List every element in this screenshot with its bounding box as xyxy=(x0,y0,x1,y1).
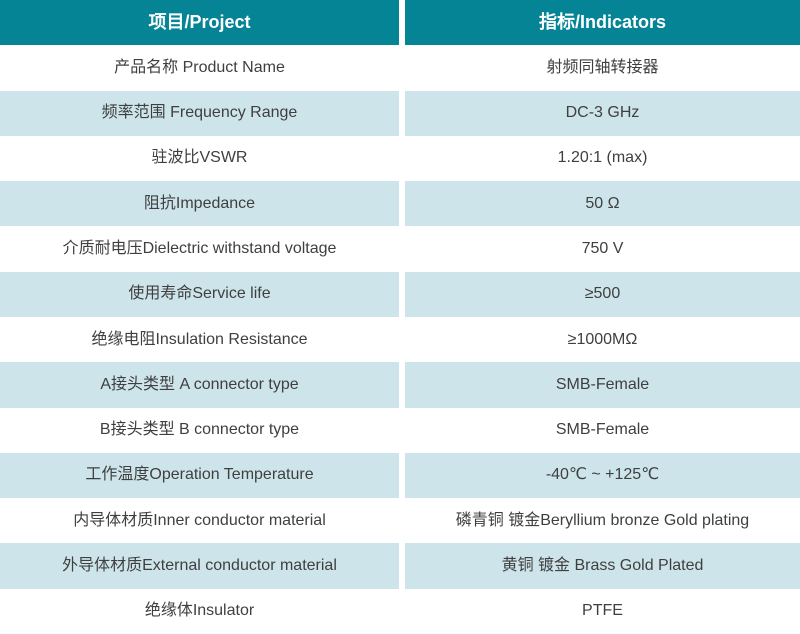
project-cell: 工作温度Operation Temperature xyxy=(0,452,399,499)
table-row-insulator: 绝缘体Insulator PTFE xyxy=(0,588,800,634)
table-row-service-life: 使用寿命Service life ≥500 xyxy=(0,271,800,317)
table-header-row: 项目/Project 指标/Indicators xyxy=(0,0,800,46)
header-project: 项目/Project xyxy=(0,0,399,46)
table-row-external-conductor-material: 外导体材质External conductor material 黄铜 镀金 B… xyxy=(0,543,800,589)
project-cell: 阻抗Impedance xyxy=(0,181,399,227)
column-divider xyxy=(399,226,405,272)
indicator-cell: 磷青铜 镀金Beryllium bronze Gold plating xyxy=(405,498,800,544)
project-cell: 频率范围 Frequency Range xyxy=(0,90,399,136)
column-divider xyxy=(399,588,405,634)
indicator-cell: 1.20:1 (max) xyxy=(405,135,800,182)
column-divider xyxy=(399,498,405,544)
project-cell: 绝缘体Insulator xyxy=(0,588,399,634)
indicator-cell: ≥500 xyxy=(405,271,800,317)
project-cell: 使用寿命Service life xyxy=(0,271,399,317)
indicator-cell: -40℃ ~ +125℃ xyxy=(405,452,800,499)
indicator-cell: PTFE xyxy=(405,588,800,634)
column-divider xyxy=(399,452,405,499)
indicator-cell: ≥1000MΩ xyxy=(405,316,800,363)
project-cell: 产品名称 Product Name xyxy=(0,45,399,91)
column-divider xyxy=(399,543,405,589)
table-row-inner-conductor-material: 内导体材质Inner conductor material 磷青铜 镀金Bery… xyxy=(0,498,800,544)
project-cell: A接头类型 A connector type xyxy=(0,362,399,408)
column-divider xyxy=(399,90,405,136)
column-divider xyxy=(399,181,405,227)
table-row-product-name: 产品名称 Product Name 射频同轴转接器 xyxy=(0,45,800,91)
table-row-operation-temperature: 工作温度Operation Temperature -40℃ ~ +125℃ xyxy=(0,452,800,499)
indicator-cell: SMB-Female xyxy=(405,407,800,453)
project-cell: B接头类型 B connector type xyxy=(0,407,399,453)
column-divider xyxy=(399,135,405,182)
column-divider xyxy=(399,362,405,408)
table-row-b-connector-type: B接头类型 B connector type SMB-Female xyxy=(0,407,800,453)
table-row-a-connector-type: A接头类型 A connector type SMB-Female xyxy=(0,362,800,408)
table-row-insulation-resistance: 绝缘电阻Insulation Resistance ≥1000MΩ xyxy=(0,316,800,363)
header-indicators: 指标/Indicators xyxy=(405,0,800,46)
column-divider xyxy=(399,407,405,453)
column-divider xyxy=(399,271,405,317)
indicator-cell: 750 V xyxy=(405,226,800,272)
project-cell: 外导体材质External conductor material xyxy=(0,543,399,589)
table-row-dielectric-withstand-voltage: 介质耐电压Dielectric withstand voltage 750 V xyxy=(0,226,800,272)
column-divider xyxy=(399,316,405,363)
indicator-cell: 射频同轴转接器 xyxy=(405,45,800,91)
table-row-impedance: 阻抗Impedance 50 Ω xyxy=(0,181,800,227)
indicator-cell: 黄铜 镀金 Brass Gold Plated xyxy=(405,543,800,589)
project-cell: 驻波比VSWR xyxy=(0,135,399,182)
table-row-frequency-range: 频率范围 Frequency Range DC-3 GHz xyxy=(0,90,800,136)
indicator-cell: SMB-Female xyxy=(405,362,800,408)
column-divider xyxy=(399,0,405,46)
project-cell: 绝缘电阻Insulation Resistance xyxy=(0,316,399,363)
column-divider xyxy=(399,45,405,91)
indicator-cell: 50 Ω xyxy=(405,181,800,227)
project-cell: 介质耐电压Dielectric withstand voltage xyxy=(0,226,399,272)
project-cell: 内导体材质Inner conductor material xyxy=(0,498,399,544)
table-row-vswr: 驻波比VSWR 1.20:1 (max) xyxy=(0,135,800,182)
indicator-cell: DC-3 GHz xyxy=(405,90,800,136)
